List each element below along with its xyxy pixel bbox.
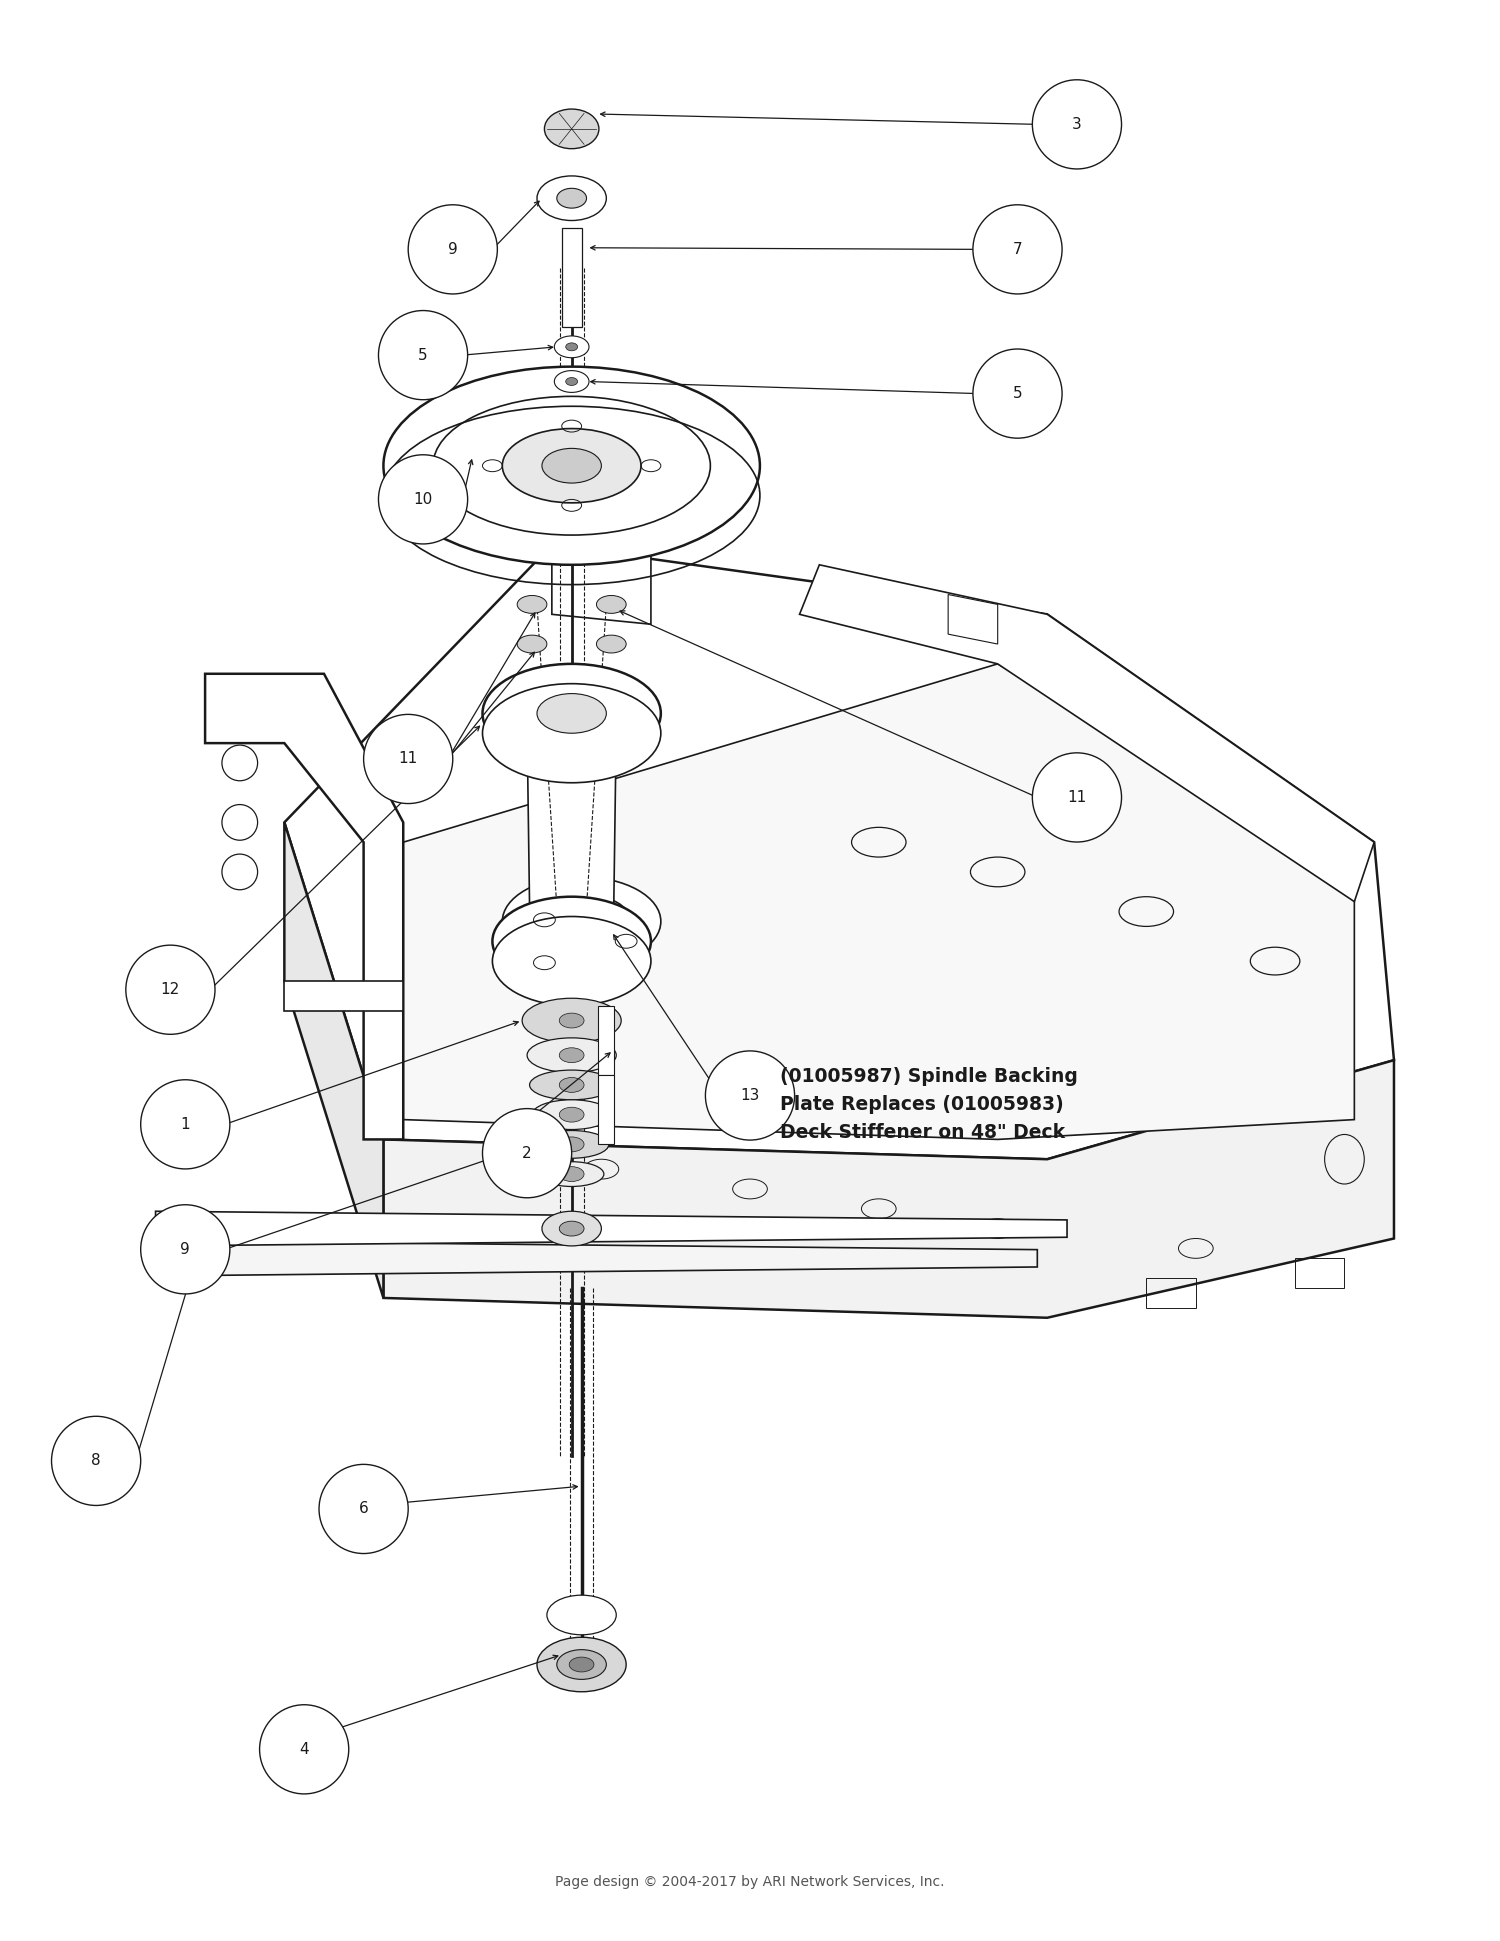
Ellipse shape <box>526 689 616 738</box>
Text: 13: 13 <box>741 1089 759 1102</box>
Ellipse shape <box>534 1130 609 1159</box>
Ellipse shape <box>560 1077 584 1093</box>
Ellipse shape <box>566 378 578 386</box>
Ellipse shape <box>503 429 640 503</box>
Text: (01005987) Spindle Backing
Plate Replaces (01005983)
Deck Stiffener on 48" Deck: (01005987) Spindle Backing Plate Replace… <box>780 1068 1077 1141</box>
Polygon shape <box>156 1211 1066 1246</box>
Ellipse shape <box>566 344 578 351</box>
Text: 9: 9 <box>448 243 458 256</box>
Circle shape <box>378 454 468 543</box>
Polygon shape <box>285 823 384 1299</box>
Ellipse shape <box>542 1211 602 1246</box>
Circle shape <box>378 311 468 400</box>
Polygon shape <box>404 664 1354 1139</box>
Polygon shape <box>285 545 1394 1159</box>
Circle shape <box>705 1050 795 1139</box>
Text: 8: 8 <box>92 1454 100 1469</box>
Text: ARI: ARI <box>786 1023 972 1116</box>
Circle shape <box>974 206 1062 293</box>
Circle shape <box>141 1079 230 1168</box>
Text: 5: 5 <box>1013 386 1023 402</box>
Polygon shape <box>526 728 616 941</box>
Ellipse shape <box>560 1167 584 1182</box>
Text: 5: 5 <box>419 347 428 363</box>
Text: Page design © 2004-2017 by ARI Network Services, Inc.: Page design © 2004-2017 by ARI Network S… <box>555 1875 945 1889</box>
Polygon shape <box>598 1005 615 1075</box>
Ellipse shape <box>560 1106 584 1122</box>
Ellipse shape <box>560 1221 584 1236</box>
Ellipse shape <box>542 448 602 483</box>
Ellipse shape <box>597 635 626 652</box>
Ellipse shape <box>544 109 598 149</box>
Ellipse shape <box>483 664 662 763</box>
Ellipse shape <box>518 635 548 652</box>
Ellipse shape <box>526 1038 616 1073</box>
Polygon shape <box>285 980 404 1011</box>
Circle shape <box>1032 753 1122 842</box>
Ellipse shape <box>522 998 621 1042</box>
Text: 9: 9 <box>180 1242 190 1258</box>
Polygon shape <box>552 545 651 625</box>
Circle shape <box>483 1108 572 1198</box>
Polygon shape <box>384 1060 1394 1318</box>
Ellipse shape <box>560 1048 584 1062</box>
Ellipse shape <box>597 596 626 613</box>
Ellipse shape <box>492 897 651 986</box>
Ellipse shape <box>384 367 760 565</box>
Ellipse shape <box>537 1638 626 1693</box>
Ellipse shape <box>526 703 616 753</box>
Text: 6: 6 <box>358 1502 369 1516</box>
Ellipse shape <box>555 336 590 357</box>
Ellipse shape <box>556 1650 606 1679</box>
Ellipse shape <box>555 371 590 392</box>
Text: 7: 7 <box>1013 243 1023 256</box>
Ellipse shape <box>548 1596 616 1634</box>
Circle shape <box>260 1704 348 1793</box>
Circle shape <box>320 1464 408 1553</box>
Circle shape <box>1032 80 1122 169</box>
Text: 11: 11 <box>399 751 418 767</box>
Ellipse shape <box>562 908 602 934</box>
Circle shape <box>141 1205 230 1295</box>
Polygon shape <box>948 594 998 644</box>
Ellipse shape <box>532 1101 612 1130</box>
Polygon shape <box>186 1240 1038 1275</box>
Ellipse shape <box>492 916 651 1005</box>
Polygon shape <box>206 674 404 1139</box>
Ellipse shape <box>537 177 606 221</box>
Text: 10: 10 <box>414 491 432 507</box>
Polygon shape <box>562 227 582 326</box>
Ellipse shape <box>560 1137 584 1151</box>
Ellipse shape <box>540 1163 604 1186</box>
Ellipse shape <box>537 693 606 734</box>
Ellipse shape <box>568 1658 594 1671</box>
Ellipse shape <box>530 1069 614 1101</box>
Ellipse shape <box>518 596 548 613</box>
Text: 3: 3 <box>1072 116 1082 132</box>
Text: 2: 2 <box>522 1145 532 1161</box>
Ellipse shape <box>556 188 586 208</box>
Polygon shape <box>598 1075 615 1145</box>
Circle shape <box>408 206 498 293</box>
Circle shape <box>126 945 214 1035</box>
Ellipse shape <box>503 877 662 967</box>
Ellipse shape <box>560 1013 584 1029</box>
Text: 4: 4 <box>300 1741 309 1757</box>
Text: 11: 11 <box>1068 790 1086 806</box>
Text: 1: 1 <box>180 1116 190 1132</box>
Circle shape <box>51 1417 141 1506</box>
Ellipse shape <box>433 396 711 536</box>
Text: 12: 12 <box>160 982 180 998</box>
Polygon shape <box>800 565 1374 903</box>
Circle shape <box>974 349 1062 439</box>
Ellipse shape <box>483 683 662 782</box>
Circle shape <box>363 714 453 804</box>
